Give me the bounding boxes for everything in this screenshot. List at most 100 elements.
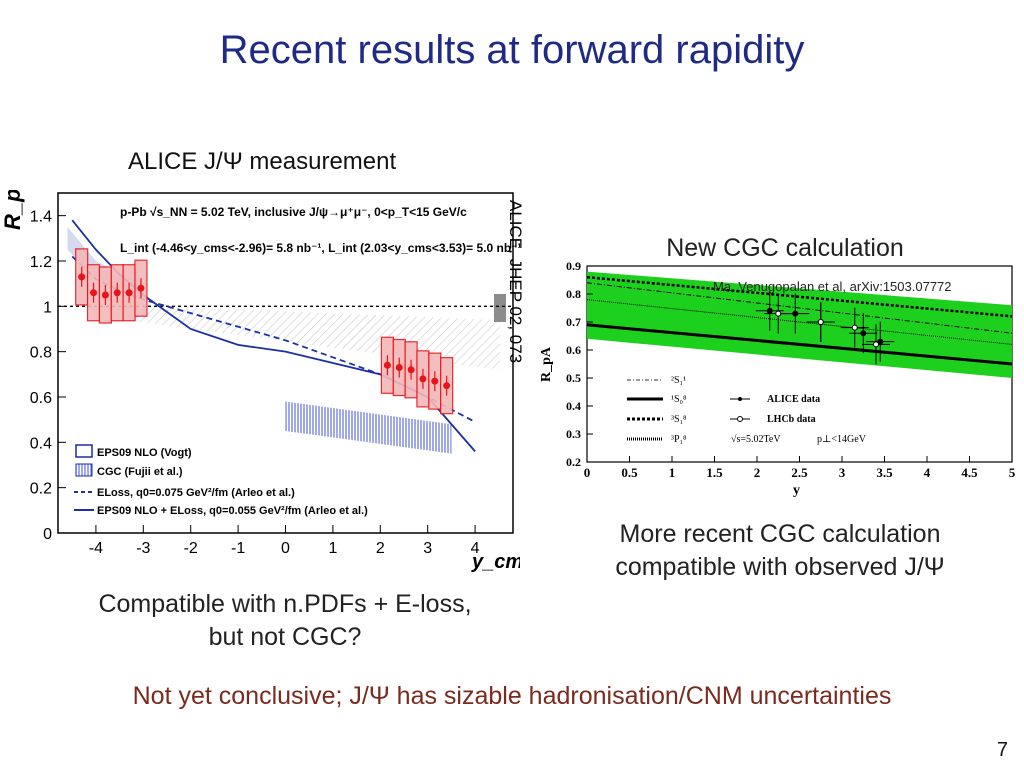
right-ytick-label: 0.7 (566, 315, 581, 329)
data-point (125, 289, 133, 297)
right-xtick-label: 1 (669, 465, 676, 480)
right-xtick-label: 3 (839, 465, 846, 480)
left-caption: Compatible with n.PDFs + E-loss, but not… (70, 588, 500, 654)
right-ytick-label: 0.8 (566, 287, 581, 301)
left-xlabel: y_cms (471, 551, 520, 573)
right-xtick-label: 0.5 (621, 465, 638, 480)
curve-2s1 (586, 282, 1013, 334)
legend-note-pt: p⊥<14GeV (817, 434, 867, 445)
cgc-uncertainty-band (587, 271, 1012, 378)
lhcb-data-point (851, 324, 858, 331)
alice-data-point (792, 310, 799, 317)
data-point (101, 291, 109, 299)
data-point (431, 377, 439, 385)
right-xtick-label: 0 (584, 465, 591, 480)
legend-state1: ²S₁¹ (671, 375, 686, 386)
legend-lhcb-marker (737, 416, 743, 422)
right-caption-line1: More recent CGC calculation (619, 520, 941, 548)
data-point (383, 361, 391, 369)
reference-text: ALICE, JHEP 02, 073 (506, 200, 525, 363)
legend-eps09: EPS09 NLO (Vogt) (97, 447, 192, 459)
legend-cgc: CGC (Fujii et al.) (97, 466, 183, 478)
data-point (419, 375, 427, 383)
cgc-rpa-plot: 0 0.5 1 1.5 2 2.5 3 3.5 4 4.5 5 0.2 0.3 0.4 0.5 0.6 0.7 0… (539, 262, 1015, 498)
right-ytick-label: 0.5 (566, 371, 581, 385)
data-point (407, 366, 415, 374)
left-legend: EPS09 NLO (Vogt) CGC (Fujii et al.) ELos… (74, 444, 368, 517)
curve-3p1 (586, 299, 1013, 345)
left-caption-line2: but not CGC? (208, 623, 362, 651)
right-legend: ²S₁¹ ¹S₀⁸ ³S₁⁸ ³P₁⁸ ALICE data LHCb data… (627, 375, 867, 445)
legend-state2: ¹S₀⁸ (671, 394, 687, 405)
left-ylabel: R_pPb (0, 190, 25, 230)
right-xlabel: y (793, 483, 800, 498)
legend-alice: ALICE data (767, 394, 820, 405)
left-xtick-label: 2 (376, 540, 385, 557)
right-caption-line2: compatible with observed J/Ψ (615, 553, 945, 581)
legend-state3: ³S₁⁸ (671, 414, 687, 425)
right-xtick-label: 2.5 (791, 465, 808, 480)
left-xtick-label: 1 (328, 540, 337, 557)
right-ytick-label: 0.2 (566, 455, 581, 469)
right-heading: New CGC calculation (666, 234, 904, 262)
left-ytick-label: 0.6 (30, 390, 52, 407)
left-caption-line1: Compatible with n.PDFs + E-loss, (98, 590, 472, 618)
left-xtick-label: -2 (184, 540, 198, 557)
left-xtick-label: 0 (281, 540, 290, 557)
left-xtick-label: -1 (231, 540, 245, 557)
cgc-band (285, 401, 452, 454)
legend-alice-marker (738, 397, 742, 401)
left-ytick-label: 1.4 (30, 209, 52, 226)
reference-label: ALICE, JHEP 02, 073 (506, 200, 525, 363)
left-ytick-label: 0.8 (30, 345, 52, 362)
right-caption: More recent CGC calculation compatible w… (590, 518, 970, 584)
data-point (137, 284, 145, 292)
slide-title: Recent results at forward rapidity (219, 28, 805, 72)
legend-swatch-cgc (75, 463, 93, 477)
curve-3s1 (586, 275, 1013, 318)
left-xtick-label: 4 (471, 540, 480, 557)
left-header-line1: p-Pb √s_NN = 5.02 TeV, inclusive J/ψ→μ⁺μ… (120, 205, 467, 219)
right-ylabel: R_pA (539, 346, 554, 382)
left-ytick-label: 1 (43, 299, 52, 316)
global-syst-box (494, 294, 506, 322)
left-xtick-label: -3 (136, 540, 150, 557)
left-header-line2: L_int (-4.46<y_cms<-2.96)= 5.8 nb⁻¹, L_i… (120, 241, 520, 255)
alice-data-point (860, 330, 867, 337)
right-xtick-label: 2 (754, 465, 761, 480)
data-point (113, 289, 121, 297)
data-point (78, 273, 86, 281)
data-point (395, 364, 403, 372)
right-xtick-label: 3.5 (876, 465, 893, 480)
data-point (443, 382, 451, 390)
legend-swatch-eps09 (75, 444, 93, 458)
lhcb-data-point (775, 310, 782, 317)
left-ytick-label: 0.2 (30, 481, 52, 498)
right-xtick-label: 4 (924, 465, 931, 480)
curve-1s0 (586, 323, 1013, 366)
lhcb-data-point (817, 319, 824, 325)
left-ytick-label: 0.4 (30, 435, 52, 452)
right-ytick-label: 0.4 (566, 399, 581, 413)
legend-lhcb: LHCb data (767, 414, 816, 425)
right-ytick-label: 0.6 (566, 343, 581, 357)
left-ytick-label: 1.2 (30, 254, 52, 271)
page-number: 7 (996, 739, 1008, 761)
lhcb-data-point (873, 341, 879, 348)
right-xtick-label: 5 (1009, 465, 1015, 480)
alice-data-point (766, 307, 773, 314)
alice-rppb-plot: -4 -3 -2 -1 0 1 2 3 400.20.40.60.811.21.4 R_pPb … (0, 190, 520, 573)
left-xtick-label: 3 (423, 540, 432, 557)
left-heading: ALICE J/Ψ measurement (128, 148, 397, 175)
legend-eloss: ELoss, q0=0.075 GeV²/fm (Arleo et al.) (97, 487, 295, 499)
right-xtick-label: 1.5 (706, 465, 723, 480)
data-point (90, 289, 98, 297)
right-ytick-label: 0.3 (566, 427, 581, 441)
legend-state4: ³P₁⁸ (671, 434, 687, 445)
legend-eps09-eloss: EPS09 NLO + ELoss, q0=0.055 GeV²/fm (Arl… (97, 505, 368, 517)
right-xtick-label: 4.5 (961, 465, 978, 480)
left-ytick-label: 0 (43, 526, 52, 543)
right-citation: Ma, Venugopalan et al, arXiv:1503.07772 (713, 279, 952, 294)
legend-note-sqrt-s: √s=5.02TeV (731, 434, 781, 445)
right-ytick-label: 0.9 (566, 262, 581, 273)
